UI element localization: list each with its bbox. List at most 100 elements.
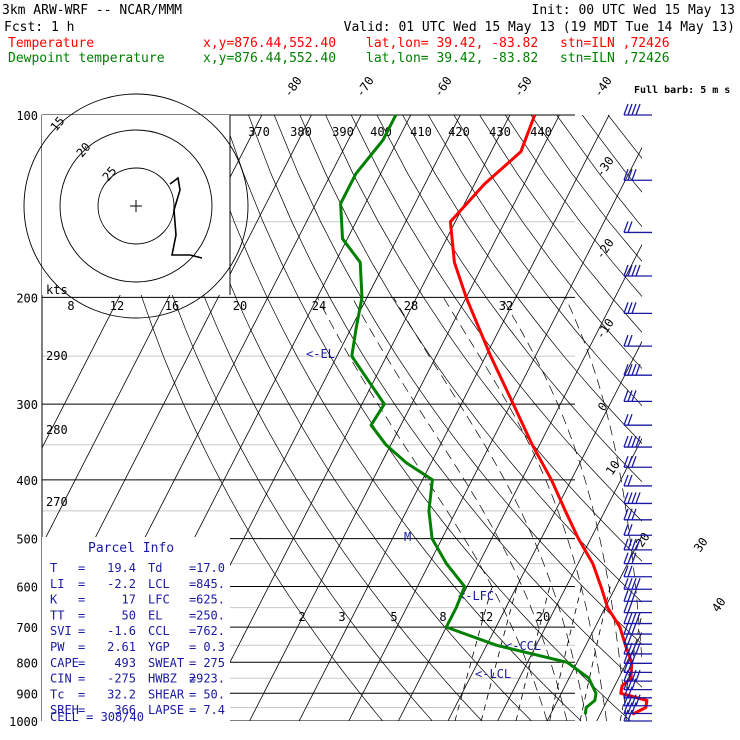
parcel-cell-text: 250.	[196, 608, 225, 622]
parcel-cell-text: =	[78, 608, 85, 622]
parcel-cell-text: 32.2	[107, 687, 136, 701]
parcel-cell-text: SREH	[50, 703, 79, 717]
parcel-cell-text: 493	[114, 656, 136, 670]
theta-e-label: 420	[448, 125, 470, 139]
pressure-label-1000: 1000	[9, 715, 38, 729]
isotherm-label: -70	[353, 74, 377, 100]
wind-barbs: Full barb: 5 m s	[623, 85, 730, 722]
parcel-cell-text: CCL	[148, 624, 170, 638]
mixing-ratio-label: 8	[439, 610, 446, 624]
upper-mixing-label: 16	[165, 299, 179, 313]
dry-adiabat-250	[94, 115, 383, 721]
wind-barb	[623, 678, 652, 691]
pressure-label-400: 400	[16, 474, 38, 488]
dry-adiabat-340	[325, 115, 642, 562]
dewpoint-legend: Dewpoint temperature	[8, 51, 165, 66]
upper-mixing-label: 12	[110, 299, 124, 313]
isotherm--20	[397, 243, 642, 721]
parcel-cell-text: CIN	[50, 672, 72, 686]
parcel-cell-text: =	[78, 703, 85, 717]
parcel-cell-text: =	[189, 672, 196, 686]
parcel-cell-text: -2.2	[107, 577, 136, 591]
wind-barb	[623, 455, 652, 468]
parcel-cell-text: PW	[50, 640, 65, 654]
temperature-legend: Temperature	[8, 36, 94, 51]
parcel-cell-text: LI	[50, 577, 64, 591]
theta-label: 290	[46, 349, 68, 363]
parcel-row: CAPE = 493 SWEAT = 275	[50, 656, 225, 670]
wind-barb	[623, 702, 652, 715]
wind-barb	[623, 221, 652, 234]
parcel-cell-text: 366	[114, 703, 136, 717]
latlon-readout-dew: lat,lon= 39.42, -83.82	[366, 51, 538, 66]
parcel-cell-text: 50	[122, 608, 136, 622]
temperature-line	[448, 114, 649, 716]
mixing-ratio-5	[515, 586, 551, 721]
parcel-cell-text: 50.	[203, 687, 225, 701]
model-title: 3km ARW-WRF -- NCAR/MMM	[2, 3, 182, 18]
mixing-ratio-8	[549, 586, 582, 721]
valid-time: Valid: 01 UTC Wed 15 May 13 (19 MDT Tue …	[344, 20, 735, 35]
dry-adiabat-450	[607, 115, 642, 159]
dry-adiabat-290	[196, 115, 582, 721]
wind-barb	[623, 686, 652, 699]
parcel-cell-text: 2923.	[189, 672, 225, 686]
parcel-cell-text: CAPE	[50, 656, 79, 670]
parcel-cell-text: 7.4	[203, 703, 225, 717]
isotherm--50	[249, 115, 560, 721]
parcel-cell-text: 2.61	[107, 640, 136, 654]
upper-mixing-label: 24	[312, 299, 326, 313]
dry-adiabat-350	[350, 115, 642, 522]
wind-barb	[623, 524, 652, 536]
wind-barb	[623, 622, 652, 635]
parcel-cell-text: -275	[107, 672, 136, 686]
dry-adiabat-300	[222, 115, 631, 721]
isotherm-10	[546, 534, 642, 721]
isotherm-label: -60	[431, 74, 455, 100]
parcel-cell-text: K	[50, 593, 58, 607]
wind-barb	[623, 538, 652, 551]
parcel-cell-text: 762.	[196, 624, 225, 638]
parcel-row: LI = -2.2 LCL = 845.	[50, 577, 225, 591]
parcel-cell-text: 275	[203, 656, 225, 670]
parcel-cell-text: =	[78, 624, 85, 638]
isotherm-label: 30	[691, 535, 711, 555]
pressure-label-200: 200	[16, 291, 38, 305]
pressure-label-300: 300	[16, 398, 38, 412]
dry-adiabat-380	[427, 115, 642, 407]
moist-adiabat-26	[501, 297, 627, 721]
parcel-cell-text: TT	[50, 608, 64, 622]
dry-adiabat-270	[145, 115, 483, 721]
parcel-row: Tc = 32.2 SHEAR = 50.	[50, 687, 225, 701]
wind-barb	[623, 169, 652, 181]
wind-barb	[623, 552, 652, 565]
pressure-label-100: 100	[16, 109, 38, 123]
moist-adiabat-18	[393, 297, 588, 721]
isotherm-label: -10	[593, 316, 617, 342]
wind-barb	[623, 302, 652, 315]
pressure-label-800: 800	[16, 656, 38, 670]
parcel-row: K = 17 LFC = 625.	[50, 593, 225, 607]
wind-barb	[623, 103, 652, 116]
init-time: Init: 00 UTC Wed 15 May 13	[532, 3, 736, 18]
wind-barb	[623, 578, 652, 590]
parcel-cell-text: =	[189, 703, 196, 717]
parcel-row: PW = 2.61 YGP = 0.3	[50, 640, 225, 654]
hodograph-ring-0	[97, 167, 175, 245]
wind-barb	[623, 565, 652, 578]
barb-legend-label: Full barb: 5 m s	[634, 85, 730, 96]
mixing-ratio-label: 12	[479, 610, 493, 624]
isotherm-label: -80	[281, 74, 305, 100]
wind-barb	[623, 632, 652, 645]
mixing-ratio-2	[454, 586, 493, 721]
wind-barb	[623, 508, 652, 521]
dry-adiabat-330	[299, 115, 642, 603]
hodograph-ring-1	[59, 129, 213, 283]
isotherm-label: -40	[591, 74, 615, 100]
isotherm-label: -30	[593, 154, 617, 180]
parcel-cell-text: =	[78, 577, 85, 591]
parcel-row: T = 19.4 Td = 17.0	[50, 561, 225, 575]
isotherm-label: -50	[511, 74, 535, 100]
isotherm-40	[696, 115, 740, 721]
